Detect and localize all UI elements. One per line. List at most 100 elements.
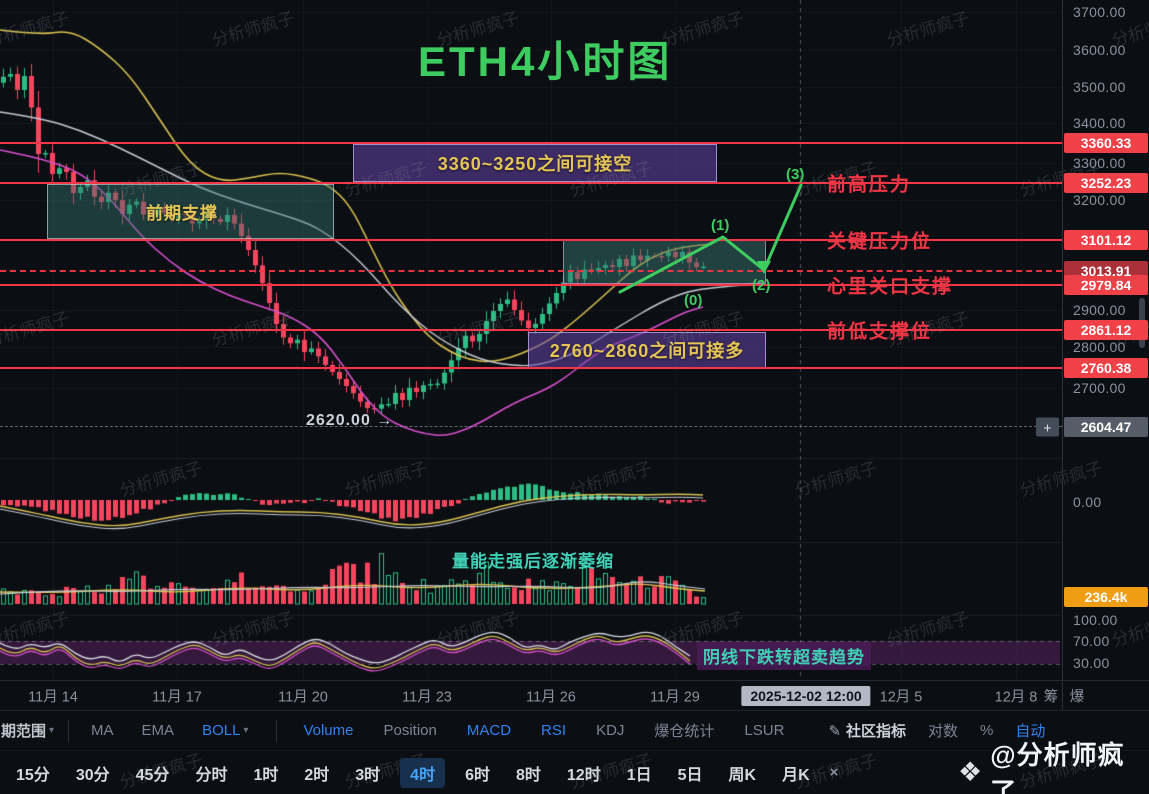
level-label-3252.23[interactable]: 前高压力 [827, 174, 912, 196]
wave-label-2[interactable]: (2) [752, 277, 771, 294]
price-badge-2604.47: 2604.47 [1064, 417, 1148, 437]
price-badge-3101.12: 3101.12 [1064, 230, 1148, 250]
interval-1h[interactable]: 1时 [253, 766, 279, 784]
time-label-11月 20[interactable]: 11月 20 [278, 689, 328, 705]
price-tick-100.00: 100.00 [1073, 612, 1118, 628]
interval-1M[interactable]: 月K [782, 766, 810, 784]
level-line-3252.23[interactable] [0, 182, 1062, 184]
price-badge-3013.91: 3013.91 [1064, 261, 1148, 281]
wave-label-0[interactable]: (0) [684, 292, 703, 309]
interval-2h[interactable]: 2时 [304, 766, 330, 784]
interval-30m[interactable]: 30分 [75, 766, 110, 784]
kdj-note[interactable]: 阴线下跌转超卖趋势 [697, 642, 871, 670]
close-interval-icon[interactable]: × [829, 764, 839, 781]
level-line-3013.91[interactable] [0, 270, 1062, 272]
level-line-2861.12[interactable] [0, 329, 1062, 331]
long-zone-label: 2760~2860之间可接多 [549, 341, 745, 361]
interval-12h[interactable]: 12时 [566, 766, 601, 784]
price-tick-3700.00: 3700.00 [1073, 4, 1126, 20]
price-tick-70.00: 70.00 [1073, 633, 1110, 649]
time-label-11月 29[interactable]: 11月 29 [650, 689, 700, 705]
channel-branding: ❖ @分析师疯了 [958, 740, 1149, 794]
level-label-2861.12[interactable]: 前低支撑位 [827, 321, 933, 343]
interval-6h[interactable]: 6时 [465, 766, 490, 784]
wave-label-1[interactable]: (1) [711, 217, 730, 234]
price-tick-2900.00: 2900.00 [1073, 302, 1126, 318]
price-badge-2861.12: 2861.12 [1064, 320, 1148, 340]
interval-1d[interactable]: 1日 [626, 766, 652, 784]
setting-log-scale[interactable]: 对数 [928, 723, 959, 740]
previous-support-zone-box[interactable]: 前期支撑 [47, 184, 334, 239]
interval-5d[interactable]: 5日 [677, 766, 703, 784]
time-label-11月 26[interactable]: 11月 26 [526, 689, 576, 705]
volume-badge: 236.4k [1064, 587, 1148, 607]
price-axis[interactable]: + › 3700.003600.003500.003400.003300.003… [1036, 0, 1149, 710]
setting-percent-scale[interactable]: % [980, 722, 994, 739]
previous-support-zone-label: 前期支撑 [146, 204, 218, 223]
price-tick-3500.00: 3500.00 [1073, 79, 1126, 95]
price-tick-2700.00: 2700.00 [1073, 380, 1126, 396]
interval-15m[interactable]: 15分 [16, 766, 50, 784]
indicator-lsur[interactable]: LSUR [744, 722, 785, 739]
channel-name: @分析师疯了 [990, 740, 1125, 794]
chevron-down-icon[interactable]: ▾ [49, 725, 55, 736]
time-marker-badge: 2025-12-02 12:00 [741, 685, 871, 706]
add-alert-button[interactable]: + [1036, 417, 1059, 437]
interval-3h[interactable]: 3时 [355, 766, 381, 784]
swing-low-marker[interactable]: 2620.00 → [306, 412, 394, 429]
chart-title[interactable]: ETH4小时图 [418, 38, 673, 85]
volume-note[interactable]: 量能走强后逐渐萎缩 [452, 552, 614, 571]
price-badge-3360.33: 3360.33 [1064, 133, 1148, 153]
time-axis[interactable]: 11月 14 11月 17 11月 20 11月 23 11月 26 11月 29 12月 … [0, 680, 1149, 710]
indicator-ema[interactable]: EMA [141, 722, 175, 739]
price-tick-3300.00: 3300.00 [1073, 155, 1126, 171]
level-line-2760.38[interactable] [0, 367, 1062, 369]
indicator-liquidation-stats[interactable]: 爆仓统计 [654, 723, 715, 740]
indicator-boll[interactable]: BOLL [202, 722, 241, 739]
chevron-down-icon[interactable]: ▾ [243, 725, 249, 736]
indicator-ma[interactable]: MA [91, 722, 114, 739]
price-tick-0.00: 0.00 [1073, 494, 1102, 510]
wave-label-3[interactable]: (3) [786, 166, 805, 183]
level-label-3101.12[interactable]: 关键压力位 [827, 231, 933, 253]
level-label-2979.84[interactable]: 心里关口支撑 [827, 276, 954, 298]
indicator-kdj[interactable]: KDJ [596, 722, 625, 739]
toolbar-divider [276, 719, 278, 742]
time-label-爆[interactable]: 爆 [1069, 689, 1085, 705]
time-label-11月 17[interactable]: 11月 17 [152, 689, 202, 705]
consolidation-zone-box[interactable] [563, 239, 766, 284]
time-label-筹[interactable]: 筹 [1043, 689, 1059, 705]
price-badge-2760.38: 2760.38 [1064, 358, 1148, 378]
setting-community-indicators[interactable]: 社区指标 [846, 723, 907, 740]
indicator-macd[interactable]: MACD [466, 722, 512, 739]
time-label-12月 5[interactable]: 12月 5 [879, 689, 923, 705]
time-label-11月 14[interactable]: 11月 14 [28, 689, 78, 705]
period-range-selector[interactable]: 周期范围 [0, 723, 47, 740]
interval-4h[interactable]: 4时 [400, 757, 446, 788]
price-tick-2800.00: 2800.00 [1073, 339, 1126, 355]
toolbar-divider [68, 719, 70, 742]
binance-diamond-icon: ❖ [958, 756, 983, 787]
price-tick-3600.00: 3600.00 [1073, 42, 1126, 58]
interval-time-line[interactable]: 分时 [195, 766, 228, 784]
price-tick-3200.00: 3200.00 [1073, 192, 1126, 208]
level-line-3360.33[interactable] [0, 142, 1062, 144]
time-label-11月 23[interactable]: 11月 23 [402, 689, 452, 705]
time-label-12月 8[interactable]: 12月 8 [994, 689, 1038, 705]
indicator-rsi[interactable]: RSI [541, 722, 567, 739]
setting-auto-scale[interactable]: 自动 [1015, 723, 1046, 740]
interval-8h[interactable]: 8时 [515, 766, 541, 784]
interval-1w[interactable]: 周K [728, 766, 757, 784]
short-zone-box[interactable]: 3360~3250之间可接空 [353, 144, 717, 182]
interval-toolbar: 15分 30分 45分 分时 1时 2时 3时 4时 6时 8时 12时 1日 5日 周K 月K × [0, 750, 1149, 794]
interval-45m[interactable]: 45分 [135, 766, 170, 784]
level-line-2604.47[interactable] [0, 426, 1062, 427]
long-zone-box[interactable]: 2760~2860之间可接多 [528, 332, 766, 368]
level-line-3101.12[interactable] [0, 239, 1062, 241]
price-tick-30.00: 30.00 [1073, 655, 1110, 671]
edit-icon[interactable]: ✎ [828, 722, 842, 740]
indicator-position[interactable]: Position [383, 722, 437, 739]
indicator-volume[interactable]: Volume [303, 722, 354, 739]
level-line-2979.84[interactable] [0, 284, 1062, 286]
